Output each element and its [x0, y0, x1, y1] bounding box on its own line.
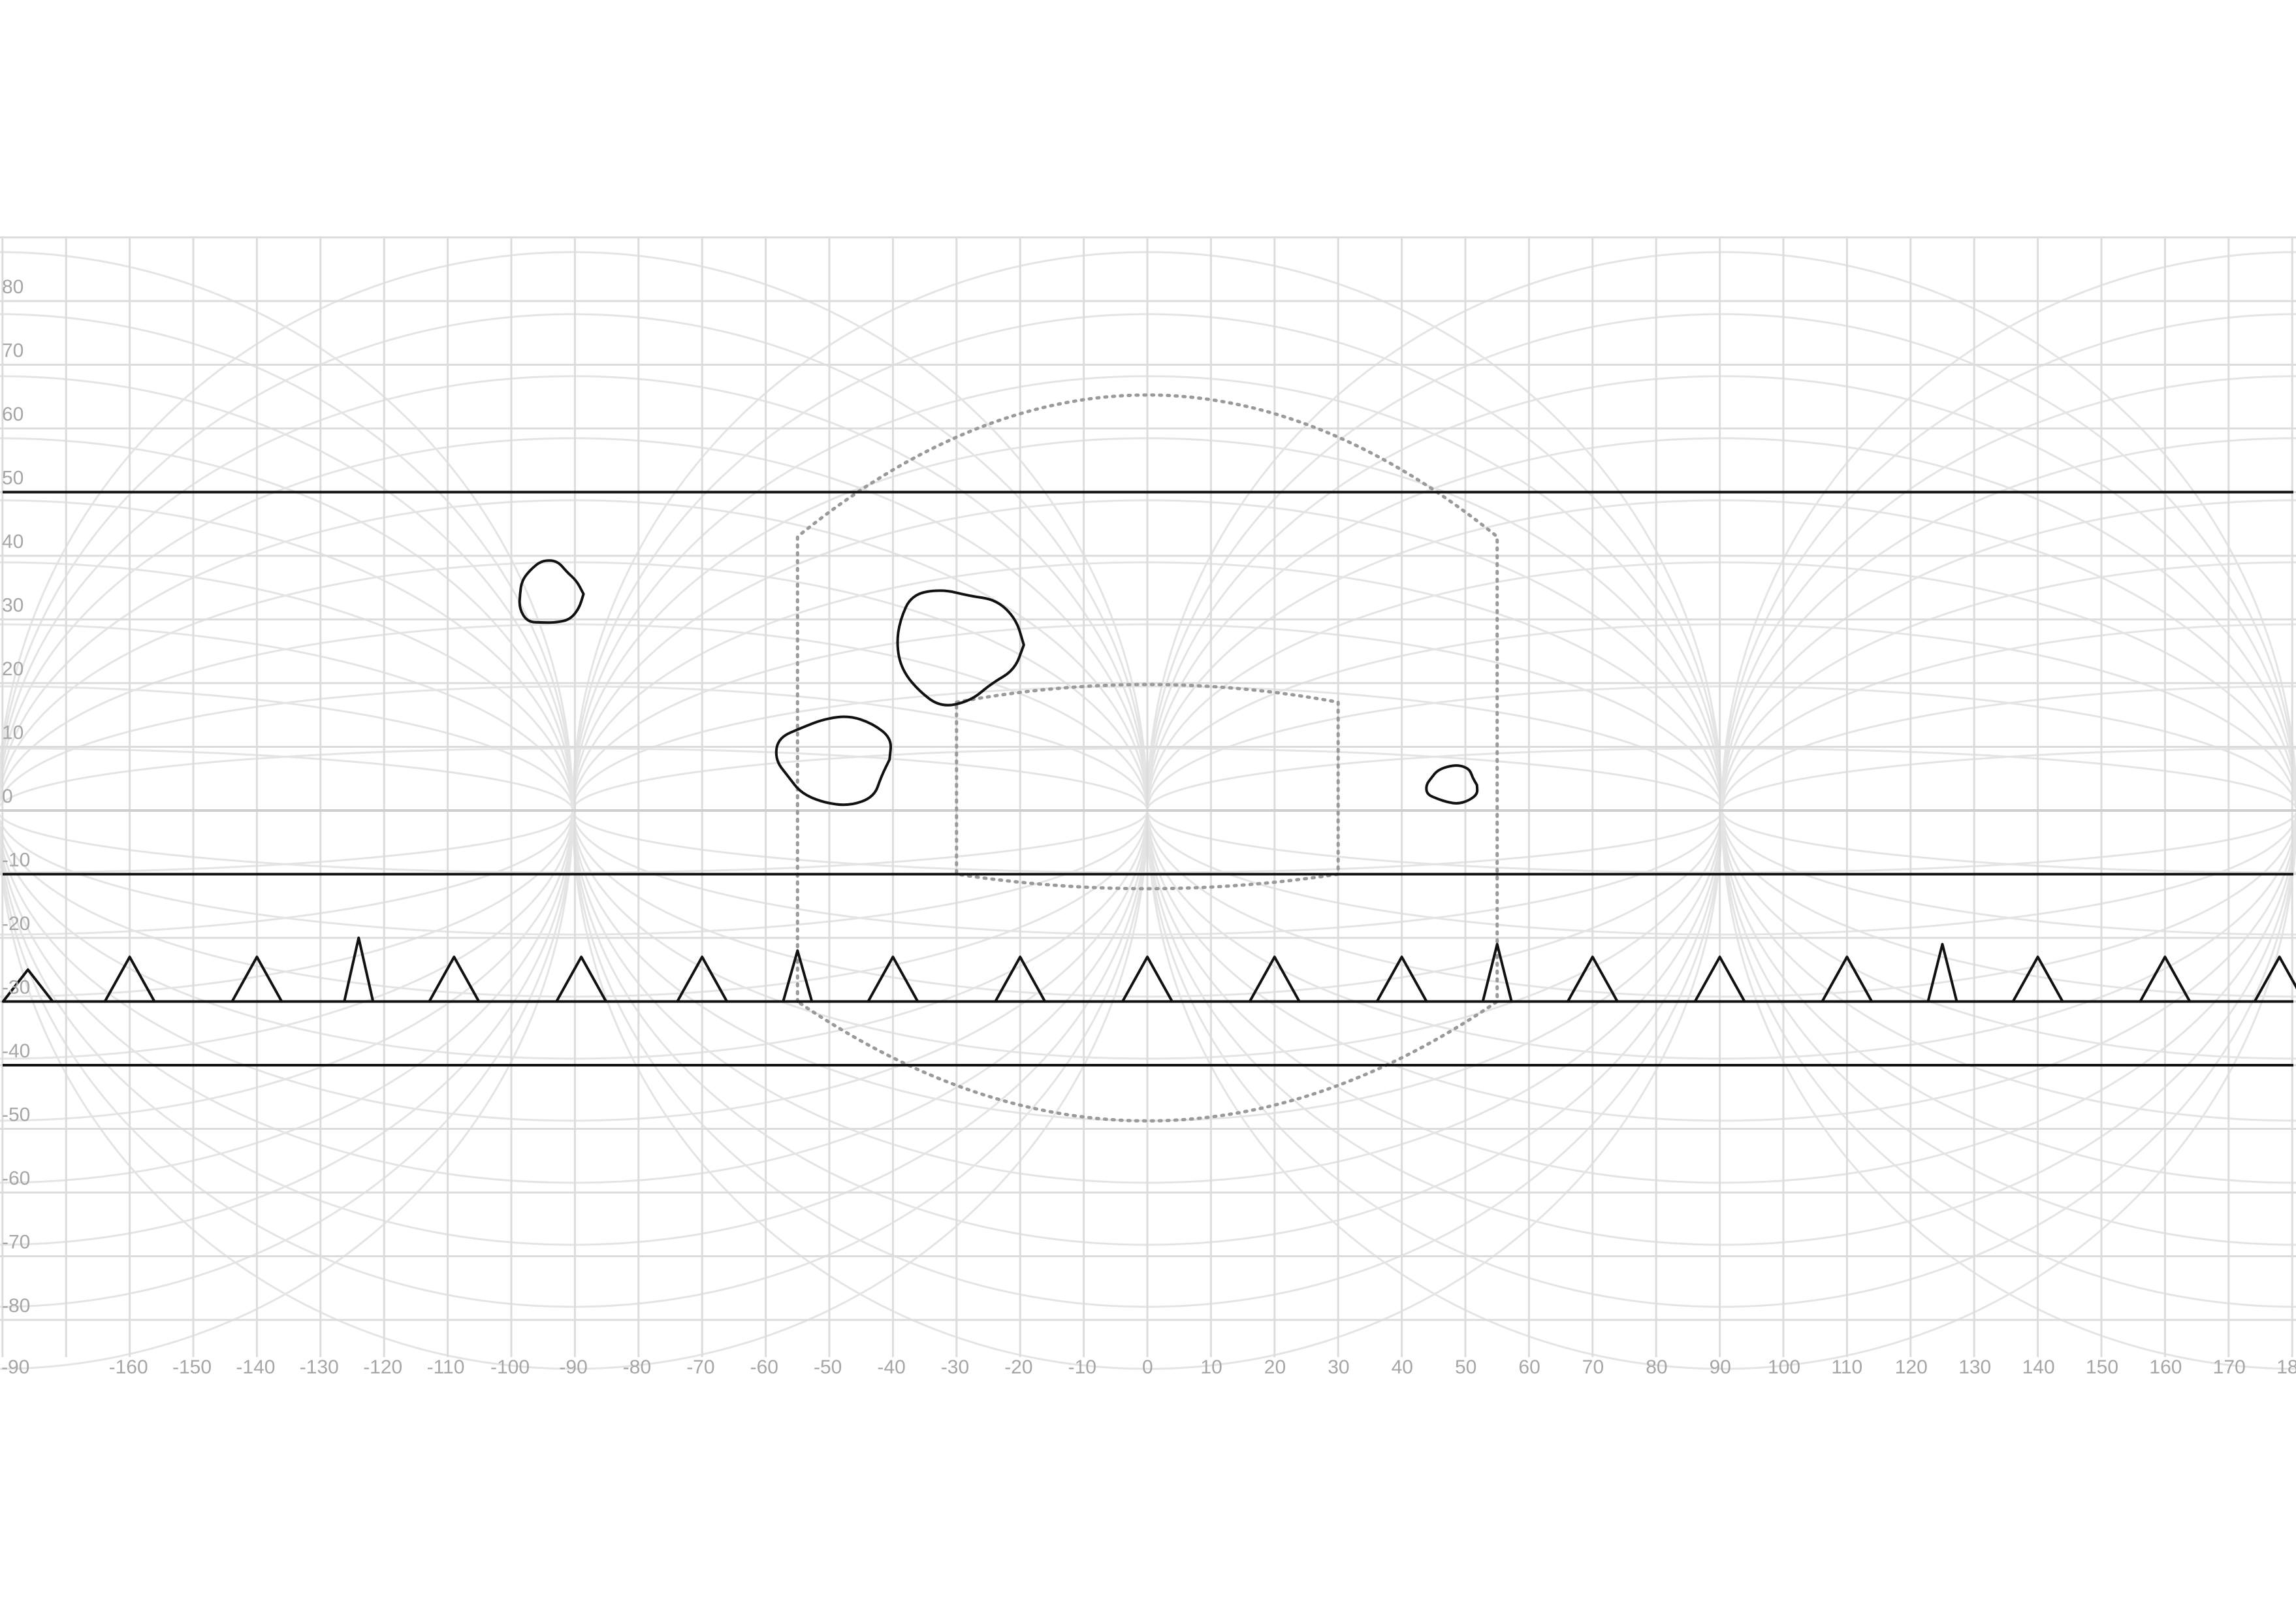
y-tick-label: 10: [2, 722, 24, 744]
blob-2: [896, 589, 1025, 707]
x-tick-label: 0: [1142, 1356, 1153, 1378]
y-tick-label: 80: [2, 276, 24, 298]
x-tick-label: 90: [1710, 1356, 1731, 1378]
y-tick-label: 20: [2, 658, 24, 680]
y-tick-label: 40: [2, 531, 24, 553]
x-tick-label: -130: [300, 1356, 339, 1378]
blob-3: [774, 715, 893, 807]
x-tick-label: 40: [1392, 1356, 1413, 1378]
spike: [867, 955, 919, 1003]
x-tick-label: 20: [1264, 1356, 1286, 1378]
spike: [2011, 955, 2064, 1003]
x-tick-label: -160: [109, 1356, 148, 1378]
x-tick-label: -140: [236, 1356, 275, 1378]
spike: [2253, 955, 2296, 1003]
x-tick-label: -100: [490, 1356, 530, 1378]
blob-4: [1425, 764, 1479, 805]
x-tick-label: -90: [1, 1356, 29, 1378]
spike: [2139, 955, 2192, 1003]
x-tick-label: 100: [1768, 1356, 1800, 1378]
x-axis-labels: -90 -160 -150 -140 -130 -120 -110 -100 -90 -80 -70…: [1, 1356, 2296, 1378]
y-tick-label: -80: [2, 1295, 30, 1317]
x-tick-label: 60: [1518, 1356, 1540, 1378]
x-tick-label: -90: [559, 1356, 587, 1378]
spike: [994, 955, 1047, 1003]
x-tick-label: 170: [2213, 1356, 2246, 1378]
y-axis-labels: 80 70 60 50 40 30 20 10 0 -10 -20 -30 -40 -50 -60 -70 -8…: [2, 276, 30, 1317]
x-tick-label: 150: [2086, 1356, 2118, 1378]
x-tick-label: -70: [686, 1356, 714, 1378]
x-tick-label: 160: [2149, 1356, 2182, 1378]
spike: [676, 955, 729, 1003]
x-tick-label: 30: [1328, 1356, 1349, 1378]
spike: [1926, 942, 1958, 1003]
y-tick-label: -60: [2, 1168, 30, 1189]
x-tick-label: 130: [1958, 1356, 1991, 1378]
y-tick-label: 70: [2, 340, 24, 362]
horizontal-lines: [3, 490, 2293, 1066]
y-tick-label: -10: [2, 850, 30, 871]
x-tick-label: -20: [1004, 1356, 1032, 1378]
x-tick-label: -150: [172, 1356, 212, 1378]
spike: [1, 968, 54, 1003]
grid: [0, 236, 2296, 1357]
spike: [1821, 955, 1873, 1003]
x-tick-label: -60: [750, 1356, 778, 1378]
y-tick-label: -40: [2, 1040, 30, 1062]
x-tick-label: 110: [1831, 1356, 1862, 1378]
spike: [1693, 955, 1746, 1003]
spike: [555, 955, 608, 1003]
ink-shapes: [518, 559, 1479, 807]
x-tick-label: 50: [1455, 1356, 1476, 1378]
y-tick-label: -50: [2, 1104, 30, 1126]
y-tick-label: -20: [2, 913, 30, 935]
spike: [1248, 955, 1301, 1003]
x-tick-label: 140: [2022, 1356, 2055, 1378]
x-tick-label: 80: [1646, 1356, 1667, 1378]
spike: [103, 955, 156, 1003]
x-tick-label: -50: [814, 1356, 842, 1378]
y-tick-label: 50: [2, 468, 24, 489]
spike: [343, 937, 375, 1003]
x-tick-label: 120: [1895, 1356, 1928, 1378]
x-tick-label: -110: [427, 1356, 465, 1378]
x-tick-label: -40: [877, 1356, 905, 1378]
spike: [428, 955, 481, 1003]
x-tick-label: -30: [941, 1356, 969, 1378]
y-tick-label: -30: [2, 977, 30, 999]
x-tick-label: 10: [1200, 1356, 1222, 1378]
spike: [782, 949, 814, 1003]
spike-row: [1, 937, 2296, 1003]
x-tick-label: 70: [1582, 1356, 1604, 1378]
y-tick-label: 0: [2, 786, 13, 807]
x-tick-label: -10: [1068, 1356, 1096, 1378]
x-tick-label: 180: [2276, 1356, 2296, 1378]
blob-1: [518, 559, 585, 624]
spike: [231, 955, 283, 1003]
spike: [1375, 955, 1428, 1003]
outer-dotted-circle: [795, 393, 1499, 1123]
spike: [1481, 942, 1513, 1003]
y-tick-label: 60: [2, 404, 24, 425]
x-tick-label: -80: [623, 1356, 651, 1378]
x-tick-label: -120: [363, 1356, 402, 1378]
spike: [1121, 955, 1173, 1003]
y-tick-label: -70: [2, 1232, 30, 1253]
spike: [1566, 955, 1619, 1003]
y-tick-label: 30: [2, 595, 24, 617]
